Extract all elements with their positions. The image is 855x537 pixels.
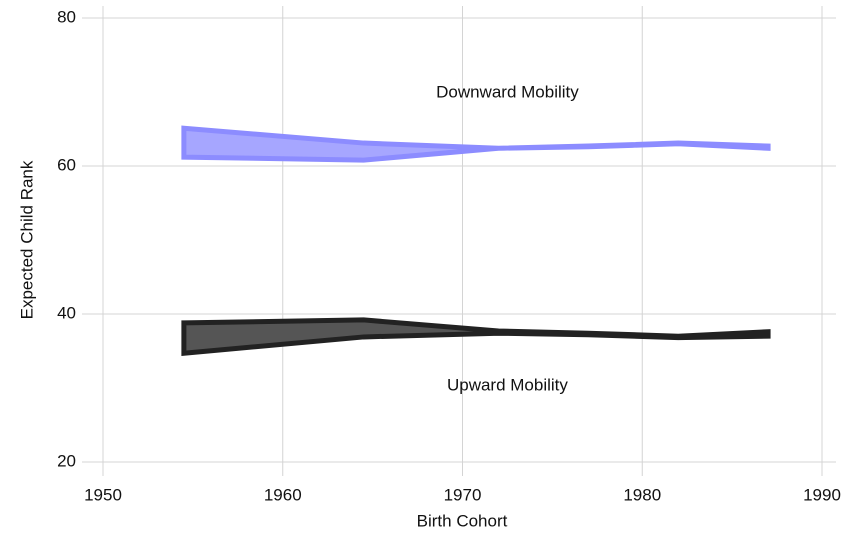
band [181, 125, 771, 163]
y-tick-label: 40 [57, 303, 76, 322]
x-axis-label: Birth Cohort [417, 511, 508, 530]
y-tick-label: 80 [57, 7, 76, 26]
band [181, 317, 771, 356]
y-tick-label: 20 [57, 451, 76, 470]
x-tick-label: 1970 [444, 485, 482, 504]
x-tick-label: 1980 [623, 485, 661, 504]
y-axis-label: Expected Child Rank [17, 160, 36, 319]
series-label: Downward Mobility [436, 83, 579, 102]
x-tick-label: 1990 [803, 485, 841, 504]
x-tick-label: 1950 [84, 485, 122, 504]
series-label: Upward Mobility [447, 376, 568, 395]
x-tick-label: 1960 [264, 485, 302, 504]
y-tick-label: 60 [57, 155, 76, 174]
